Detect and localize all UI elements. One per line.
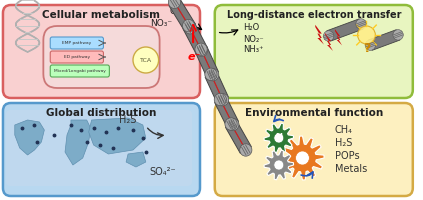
Text: CH₄: CH₄ <box>335 125 353 135</box>
Polygon shape <box>188 25 202 51</box>
Text: Long-distance electron transfer: Long-distance electron transfer <box>227 10 401 20</box>
Polygon shape <box>205 72 228 102</box>
Circle shape <box>296 151 309 165</box>
Polygon shape <box>264 123 294 153</box>
Text: ED pathway: ED pathway <box>64 55 90 59</box>
Text: N: N <box>275 134 282 142</box>
Text: NO₃⁻: NO₃⁻ <box>150 20 173 28</box>
Circle shape <box>227 118 239 131</box>
FancyBboxPatch shape <box>3 5 200 98</box>
Circle shape <box>356 19 366 29</box>
Text: H₂S: H₂S <box>335 138 352 148</box>
Circle shape <box>365 40 376 50</box>
Text: Cellular metabolism: Cellular metabolism <box>42 10 160 20</box>
Polygon shape <box>264 150 294 180</box>
Circle shape <box>324 31 334 41</box>
Circle shape <box>206 68 219 81</box>
Polygon shape <box>174 2 190 28</box>
Polygon shape <box>327 19 363 41</box>
Circle shape <box>217 93 229 106</box>
Circle shape <box>184 22 196 34</box>
Polygon shape <box>211 74 223 100</box>
Text: O₂: O₂ <box>170 7 180 17</box>
Text: Mixed/Longabi pathway: Mixed/Longabi pathway <box>54 69 106 73</box>
Circle shape <box>225 118 237 130</box>
FancyBboxPatch shape <box>43 26 159 88</box>
Text: POPs: POPs <box>335 151 360 161</box>
FancyBboxPatch shape <box>6 110 192 186</box>
Polygon shape <box>89 118 146 154</box>
FancyBboxPatch shape <box>215 5 413 98</box>
Text: e⁻: e⁻ <box>187 52 201 62</box>
Polygon shape <box>195 47 219 77</box>
Text: C: C <box>298 153 307 163</box>
Polygon shape <box>315 25 324 45</box>
Polygon shape <box>325 33 333 51</box>
Polygon shape <box>211 74 223 100</box>
Text: H₂S: H₂S <box>119 115 137 125</box>
Polygon shape <box>174 2 190 28</box>
Polygon shape <box>225 121 251 153</box>
Text: Global distribution: Global distribution <box>46 108 157 118</box>
Polygon shape <box>65 120 91 165</box>
Polygon shape <box>220 99 233 125</box>
Text: ?: ? <box>363 42 370 54</box>
Polygon shape <box>214 97 239 127</box>
Circle shape <box>168 0 181 8</box>
Polygon shape <box>335 29 342 45</box>
Polygon shape <box>15 120 44 155</box>
Polygon shape <box>231 124 246 150</box>
Text: Metals: Metals <box>335 164 367 174</box>
Circle shape <box>195 44 208 57</box>
FancyBboxPatch shape <box>50 65 110 77</box>
Polygon shape <box>368 30 400 50</box>
Polygon shape <box>201 49 213 75</box>
FancyBboxPatch shape <box>50 37 104 49</box>
Polygon shape <box>126 152 146 167</box>
Text: NO₂⁻: NO₂⁻ <box>243 36 264 45</box>
Text: NH₃⁺: NH₃⁺ <box>243 46 264 54</box>
Text: EMP pathway: EMP pathway <box>62 41 91 45</box>
Text: S: S <box>276 160 282 170</box>
Polygon shape <box>183 23 207 53</box>
Text: Environmental function: Environmental function <box>244 108 383 118</box>
FancyBboxPatch shape <box>3 103 200 196</box>
Circle shape <box>214 93 226 106</box>
Polygon shape <box>188 25 202 51</box>
Polygon shape <box>231 124 246 150</box>
Circle shape <box>274 133 284 143</box>
Text: SO₄²⁻: SO₄²⁻ <box>149 167 176 177</box>
Text: TCA: TCA <box>140 58 152 62</box>
Polygon shape <box>220 99 233 125</box>
Circle shape <box>393 30 403 40</box>
Circle shape <box>182 19 195 32</box>
Circle shape <box>357 26 375 44</box>
FancyBboxPatch shape <box>50 51 104 63</box>
Polygon shape <box>169 0 195 31</box>
Circle shape <box>133 47 159 73</box>
Circle shape <box>195 43 207 56</box>
Polygon shape <box>201 49 213 75</box>
Circle shape <box>205 68 217 81</box>
FancyBboxPatch shape <box>215 103 413 196</box>
Circle shape <box>240 144 252 156</box>
Circle shape <box>274 160 284 170</box>
Polygon shape <box>281 136 324 180</box>
Text: H₂O: H₂O <box>243 23 260 32</box>
